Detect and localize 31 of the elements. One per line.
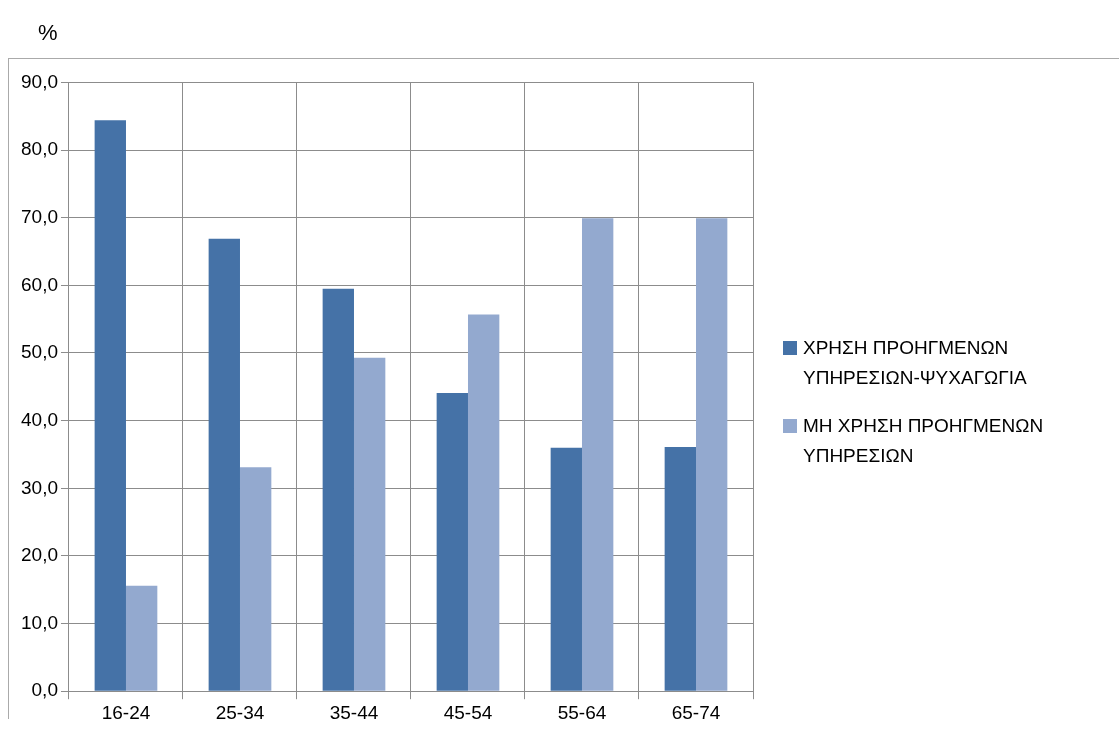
bar (436, 392, 468, 691)
x-tick-label: 35-44 (329, 701, 379, 723)
bar (322, 288, 354, 691)
legend-label: ΜΗ ΧΡΗΣΗ ΠΡΟΗΓΜΕΝΩΝ ΥΠΗΡΕΣΙΩΝ (803, 414, 1045, 468)
bar (550, 447, 582, 691)
bar (467, 314, 500, 691)
y-tick-label: 80,0 (21, 138, 58, 160)
y-tick-label: 50,0 (21, 341, 58, 363)
legend-label: ΧΡΗΣΗ ΠΡΟΗΓΜΕΝΩΝ ΥΠΗΡΕΣΙΩΝ-ΨΥΧΑΓΩΓΙΑ (803, 336, 1028, 390)
y-tick-label: 70,0 (21, 205, 58, 227)
bar (353, 357, 386, 691)
bar (125, 585, 158, 691)
bar (664, 447, 696, 691)
y-tick-label: 40,0 (21, 408, 58, 430)
bar (239, 467, 272, 691)
y-tick-label: 90,0 (21, 70, 58, 92)
bar (94, 120, 126, 691)
y-tick-label: 0,0 (31, 679, 58, 701)
bar (208, 238, 240, 691)
bar (696, 218, 728, 691)
y-tick-label: 60,0 (21, 273, 58, 295)
x-tick-label: 25-34 (215, 701, 265, 723)
y-tick-label: 30,0 (21, 476, 58, 498)
x-tick-label: 55-64 (557, 701, 607, 723)
x-tick-label: 65-74 (671, 701, 721, 723)
y-tick-label: 10,0 (21, 611, 58, 633)
y-axis-title: % (38, 20, 58, 46)
y-tick-label: 20,0 (21, 544, 58, 566)
x-tick-label: 16-24 (101, 701, 151, 723)
x-tick-label: 45-54 (443, 701, 493, 723)
bar (582, 218, 614, 691)
